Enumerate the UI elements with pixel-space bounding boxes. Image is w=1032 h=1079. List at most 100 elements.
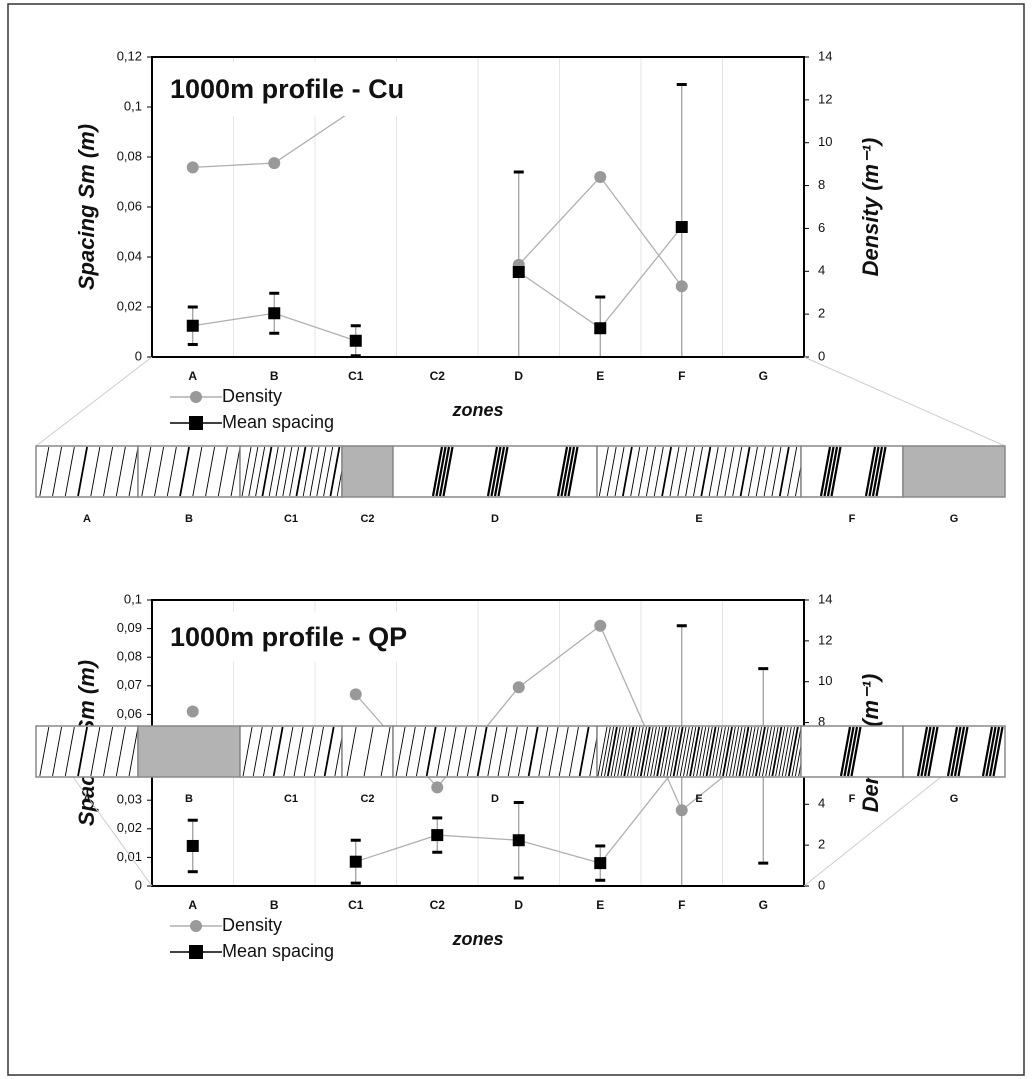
- chart-title: 1000m profile - QP: [170, 622, 407, 652]
- fracture: [653, 726, 664, 777]
- fracture: [205, 446, 216, 497]
- fracture: [346, 726, 357, 777]
- fracture: [323, 726, 335, 777]
- x-tick-label: C1: [348, 898, 364, 912]
- fracture: [830, 446, 842, 497]
- fracture: [115, 446, 126, 497]
- fracture: [128, 446, 139, 497]
- fracture: [600, 726, 611, 777]
- y2-tick-label: 6: [818, 220, 825, 235]
- x-tick-label: B: [270, 898, 279, 912]
- fracture: [992, 726, 1004, 777]
- zone-box: [800, 445, 904, 498]
- fracture: [752, 726, 763, 777]
- fracture: [556, 446, 569, 497]
- fracture: [771, 726, 783, 777]
- fracture: [823, 446, 835, 497]
- fracture: [436, 726, 447, 777]
- density-point: [268, 157, 281, 170]
- fracture: [103, 446, 114, 497]
- fracture: [712, 726, 723, 777]
- fracture: [610, 726, 621, 777]
- x-tick-label: G: [759, 898, 768, 912]
- y-tick-label: 0: [135, 877, 142, 892]
- zone-label: D: [491, 793, 499, 805]
- fracture: [653, 446, 664, 497]
- fracture: [672, 726, 684, 777]
- fracture: [985, 726, 997, 777]
- y2-tick-label: 14: [818, 591, 832, 606]
- x-tick-label: A: [188, 898, 197, 912]
- fracture: [363, 726, 374, 777]
- fracture: [39, 726, 50, 777]
- zone-label: A: [83, 513, 91, 525]
- fracture: [166, 446, 177, 497]
- zone-label: A: [83, 793, 91, 805]
- zone-label: C1: [284, 793, 298, 805]
- y2-tick-label: 2: [818, 306, 825, 321]
- title-box: [162, 612, 462, 662]
- fracture: [953, 726, 966, 777]
- y2-tick-label: 10: [818, 134, 832, 149]
- fracture: [241, 446, 252, 497]
- fracture: [846, 726, 859, 777]
- fracture: [242, 726, 253, 777]
- fracture: [666, 726, 677, 777]
- fracture: [248, 446, 259, 497]
- zone-label: G: [950, 793, 959, 805]
- y-tick-label: 0,09: [117, 620, 142, 635]
- fracture: [775, 726, 786, 777]
- fracture: [627, 726, 638, 777]
- fracture: [762, 726, 772, 777]
- fracture: [446, 726, 457, 777]
- fracture: [689, 726, 701, 777]
- fracture: [923, 726, 936, 777]
- y2-tick-label: 4: [818, 263, 825, 278]
- fracture: [778, 726, 789, 777]
- fracture: [289, 446, 300, 497]
- fracture: [261, 446, 273, 497]
- fracture: [293, 726, 304, 777]
- x-axis-title: zones: [451, 400, 503, 420]
- plot-layer: [186, 83, 688, 357]
- y-tick-label: 0,08: [117, 148, 142, 163]
- fracture: [686, 726, 697, 777]
- zone-box: [341, 445, 394, 498]
- fracture: [275, 446, 286, 497]
- fracture: [490, 446, 502, 497]
- fracture: [781, 726, 792, 777]
- fracture: [497, 726, 508, 777]
- y2-tick-label: 2: [818, 837, 825, 852]
- fracture: [567, 446, 579, 497]
- zone-label: F: [849, 793, 856, 805]
- spacing-point: [512, 266, 525, 278]
- fracture: [778, 446, 790, 497]
- fracture: [518, 726, 528, 777]
- fracture: [527, 726, 539, 777]
- spacing-point: [512, 834, 525, 847]
- y-tick-label: 0,06: [117, 198, 142, 213]
- fracture: [217, 446, 228, 497]
- fracture: [656, 726, 668, 777]
- x-tick-label: F: [678, 369, 685, 383]
- fracture: [755, 446, 766, 497]
- fracture: [839, 726, 852, 777]
- fracture: [606, 726, 618, 777]
- fracture: [302, 446, 313, 497]
- zone-label: E: [695, 513, 702, 525]
- spacing-point: [594, 857, 607, 870]
- zone-label: C1: [284, 513, 298, 525]
- fracture: [633, 726, 644, 777]
- y2-axis-title: Density (m⁻¹): [858, 138, 883, 277]
- fracture: [598, 446, 609, 497]
- zone-box: [392, 725, 598, 778]
- fracture: [916, 726, 929, 777]
- y-axis-title: Spacing Sm (m): [74, 124, 99, 290]
- fracture: [115, 726, 126, 777]
- fracture: [875, 446, 887, 497]
- fracture: [272, 726, 284, 777]
- y-tick-label: 0: [135, 348, 142, 363]
- zone-label: F: [849, 513, 856, 525]
- y-tick-label: 0,01: [117, 849, 142, 864]
- fracture: [435, 446, 447, 497]
